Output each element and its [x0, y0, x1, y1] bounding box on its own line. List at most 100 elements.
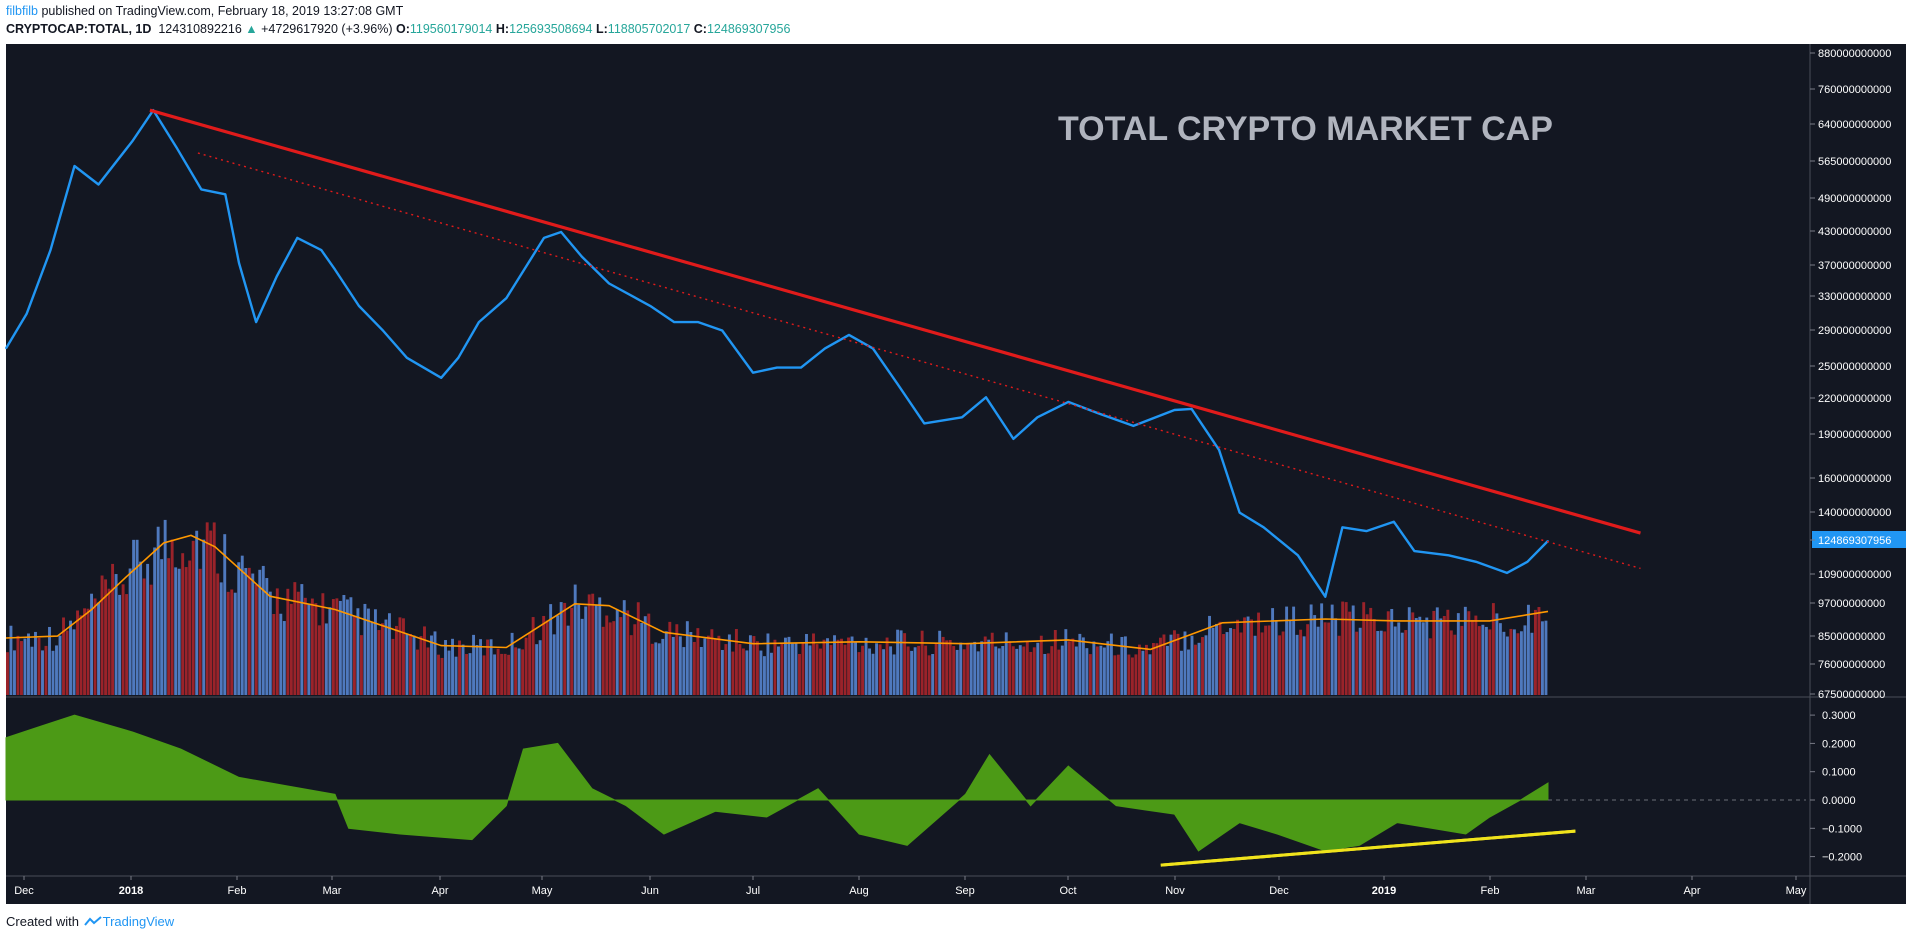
volume-bar — [1050, 646, 1054, 695]
created-with-text: Created with — [6, 914, 79, 929]
volume-bar — [1239, 632, 1243, 695]
time-axis-label: Feb — [1481, 885, 1500, 897]
footer: Created with TradingView — [6, 914, 174, 930]
volume-bar — [181, 553, 185, 695]
volume-bar — [1509, 628, 1513, 695]
volume-bar — [927, 655, 931, 695]
volume-bar — [878, 644, 882, 695]
volume-bar — [717, 635, 721, 695]
volume-bar — [160, 559, 164, 695]
volume-bar — [829, 645, 833, 695]
tradingview-logo-icon[interactable] — [83, 915, 103, 927]
volume-bar — [819, 648, 822, 695]
price-axis-label: 330000000000 — [1818, 291, 1891, 303]
volume-bar — [363, 603, 367, 695]
volume-bar — [317, 625, 321, 695]
volume-bar — [752, 636, 756, 695]
volume-bar — [391, 638, 395, 695]
price-axis-label: 490000000000 — [1818, 193, 1891, 205]
volume-bar — [191, 540, 195, 695]
price-point — [824, 347, 826, 350]
price-point — [1413, 550, 1416, 552]
volume-bar — [815, 644, 819, 695]
volume-bar — [608, 622, 612, 695]
oscillator-axis-label: 0.1000 — [1822, 767, 1856, 779]
volume-bar — [510, 632, 514, 695]
high-label: H: — [495, 22, 510, 36]
volume-bar — [1470, 619, 1474, 695]
volume-bar — [552, 634, 556, 695]
volume-bar — [566, 625, 570, 695]
volume-bar — [1197, 642, 1201, 695]
price-point — [457, 357, 460, 359]
volume-bar — [1285, 606, 1289, 695]
volume-bar — [433, 631, 437, 695]
oscillator-support-line — [1160, 829, 1576, 867]
volume-bar — [111, 563, 115, 695]
symbol-label: CRYPTOCAP:TOTAL, 1D — [6, 22, 152, 36]
volume-bar — [1078, 633, 1082, 695]
volume-bar — [1088, 654, 1092, 695]
volume-bar — [1383, 631, 1387, 695]
volume-bar — [1123, 636, 1127, 695]
volume-bar — [1512, 629, 1516, 695]
tradingview-brand-link[interactable]: TradingView — [102, 914, 175, 929]
volume-bar — [699, 647, 703, 695]
volume-bar — [661, 638, 665, 695]
volume-bar — [1327, 622, 1331, 695]
volume-bar — [72, 629, 76, 695]
volume-bar — [587, 594, 591, 695]
chart-background — [6, 44, 1810, 904]
volume-bar — [419, 636, 423, 695]
time-axis-label: Apr — [1683, 885, 1700, 897]
volume-bar — [1537, 607, 1541, 695]
volume-bar — [843, 644, 847, 695]
volume-bar — [1260, 632, 1264, 695]
volume-bar — [538, 640, 542, 695]
price-point — [896, 382, 898, 384]
author-name[interactable]: filbfilb — [6, 4, 38, 18]
volume-bar — [1484, 626, 1488, 695]
volume-bar — [458, 640, 461, 695]
resistance-trendline — [149, 108, 1641, 535]
volume-bar — [710, 629, 714, 695]
time-axis-label: Dec — [14, 885, 34, 897]
volume-bar — [83, 608, 86, 695]
volume-bar — [1288, 620, 1292, 695]
volume-bar — [240, 555, 244, 695]
volume-bar — [146, 563, 150, 695]
price-point — [543, 237, 545, 239]
price-point — [721, 329, 723, 332]
volume-bar — [1162, 634, 1166, 695]
volume-bar — [310, 598, 314, 695]
volume-bar — [791, 643, 794, 695]
volume-bar — [1176, 633, 1180, 695]
volume-bar — [324, 623, 328, 695]
volume-bar — [167, 558, 171, 695]
volume-bar — [612, 621, 616, 695]
volume-bar — [93, 598, 97, 695]
volume-bar — [356, 608, 360, 695]
price-axis-label: 140000000000 — [1818, 507, 1891, 519]
price-point — [478, 321, 480, 323]
volume-bar — [871, 653, 875, 695]
volume-bar — [275, 588, 279, 695]
axes: 880000000000 760000000000 640000000000 5650… — [6, 44, 1906, 904]
volume-bar — [402, 618, 405, 695]
volume-bar — [924, 645, 928, 695]
price-axis-label: 85000000000 — [1818, 631, 1885, 643]
volume-bar — [1225, 632, 1229, 695]
volume-bar — [910, 650, 914, 695]
volume-bar — [1060, 645, 1064, 695]
volume-bar — [41, 650, 44, 695]
volume-bar — [601, 626, 605, 695]
price-pane — [4, 108, 1641, 598]
price-line — [4, 109, 1549, 598]
price-point — [1365, 530, 1368, 532]
change-value: +4729617920 (+3.96%) — [261, 22, 393, 36]
oscillator-axis-label: 0.0000 — [1822, 795, 1856, 807]
volume-bar — [1071, 638, 1075, 695]
volume-bar — [13, 650, 16, 695]
volume-bar — [1386, 611, 1390, 695]
